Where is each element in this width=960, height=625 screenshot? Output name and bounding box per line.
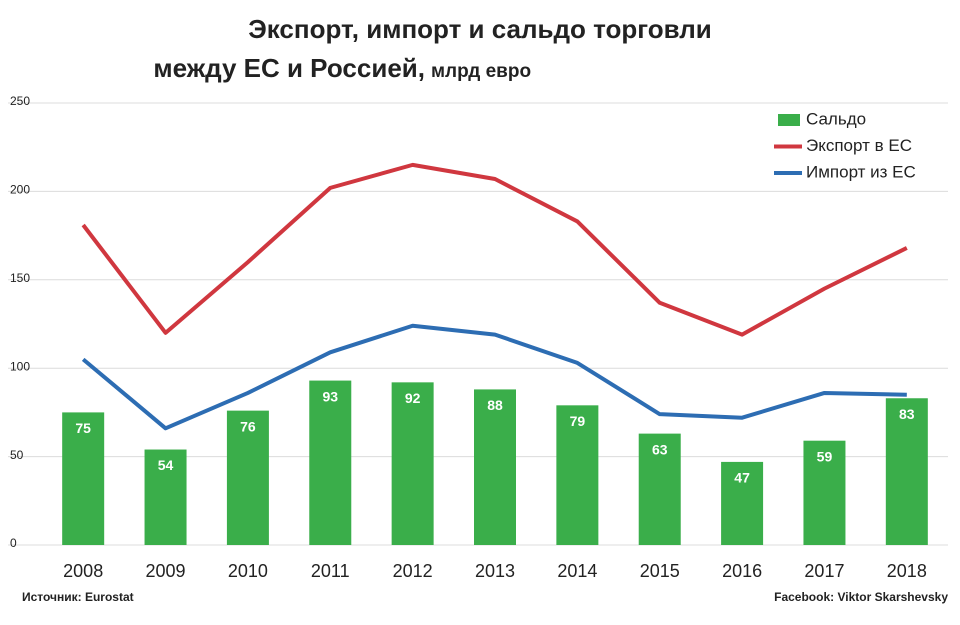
y-tick-label: 100 xyxy=(10,359,30,373)
data-label: 92 xyxy=(405,390,421,406)
x-tick-label: 2008 xyxy=(63,561,103,581)
x-tick-label: 2010 xyxy=(228,561,268,581)
bar xyxy=(144,449,187,545)
units: млрд евро xyxy=(431,61,531,82)
credit: Facebook: Viktor Skarshevsky xyxy=(774,590,948,604)
bar xyxy=(391,382,434,545)
x-tick-label: 2012 xyxy=(393,561,433,581)
data-label: 54 xyxy=(158,457,174,473)
y-tick-label: 200 xyxy=(10,183,30,197)
data-label: 88 xyxy=(487,397,503,413)
y-tick-label: 250 xyxy=(10,94,30,108)
y-tick-label: 50 xyxy=(10,448,24,462)
bar xyxy=(638,433,681,545)
bar xyxy=(885,398,928,545)
y-tick-label: 0 xyxy=(10,536,17,550)
legend-marker xyxy=(778,114,800,126)
bar xyxy=(62,412,105,545)
data-label: 79 xyxy=(570,413,586,429)
data-label: 76 xyxy=(240,418,256,434)
x-tick-label: 2016 xyxy=(722,561,762,581)
chart-title: Экспорт, импорт и сальдо торговли xyxy=(248,14,712,44)
data-label: 47 xyxy=(734,470,750,486)
line xyxy=(81,162,908,337)
x-tick-label: 2018 xyxy=(887,561,927,581)
data-label: 93 xyxy=(322,388,338,404)
bar xyxy=(226,410,269,545)
bar xyxy=(556,405,599,545)
data-label: 59 xyxy=(817,448,833,464)
bar xyxy=(721,461,764,545)
legend-label: Экспорт в ЕС xyxy=(806,136,912,155)
y-tick-label: 150 xyxy=(10,271,30,285)
bar xyxy=(803,440,846,545)
chart-title-line2: между ЕС и Россией, xyxy=(153,53,425,83)
x-tick-label: 2014 xyxy=(557,561,597,581)
x-tick-label: 2015 xyxy=(640,561,680,581)
legend-label: Импорт из ЕС xyxy=(806,162,916,181)
x-tick-label: 2013 xyxy=(475,561,515,581)
bar xyxy=(474,389,516,545)
x-tick-label: 2017 xyxy=(804,561,844,581)
x-tick-label: 2009 xyxy=(146,561,186,581)
x-tick-label: 2011 xyxy=(311,561,350,581)
bar xyxy=(309,380,352,545)
legend-label: Сальдо xyxy=(806,109,866,128)
data-label: 75 xyxy=(75,420,91,436)
data-label: 63 xyxy=(652,441,668,457)
data-label: 83 xyxy=(899,406,915,422)
line xyxy=(81,323,907,431)
source: Источник: Eurostat xyxy=(22,590,134,604)
